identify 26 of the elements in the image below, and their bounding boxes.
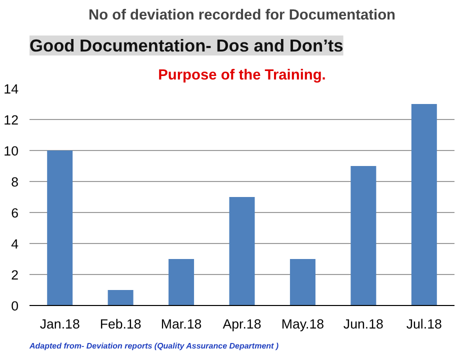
x-tick-label: Jun.18 [343, 316, 384, 332]
y-tick-label: 14 [4, 82, 20, 96]
y-tick-label: 12 [4, 112, 19, 128]
bar [411, 104, 437, 306]
x-tick-label: Apr.18 [222, 316, 262, 332]
text: Good Documentation- Dos and Don’ts [30, 36, 344, 56]
y-tick-label: 4 [11, 236, 20, 252]
chart-title: No of deviation recorded for Documentation [88, 8, 396, 24]
bar [47, 150, 73, 306]
x-tick-label: Feb.18 [100, 316, 142, 332]
x-tick-label: Mar.18 [160, 316, 202, 332]
text: Adapted from- Deviation reports (Quality Assurance Department ) [28, 342, 279, 350]
y-tick-label: 2 [11, 268, 19, 282]
x-tick-label: May.18 [281, 316, 324, 332]
y-tick-label: 10 [4, 144, 19, 158]
y-tick-label: 8 [11, 174, 19, 190]
x-tick-label: Jan.18 [40, 316, 80, 332]
x-tick-label: Jul.18 [406, 316, 442, 332]
chart-subtitle: Purpose of the Training. [158, 68, 326, 84]
bar [108, 290, 134, 306]
bar [229, 197, 255, 306]
y-tick-label: 0 [11, 298, 19, 314]
bar [290, 259, 316, 306]
bar [350, 166, 376, 306]
bar [168, 259, 194, 306]
y-tick-label: 6 [11, 206, 19, 220]
